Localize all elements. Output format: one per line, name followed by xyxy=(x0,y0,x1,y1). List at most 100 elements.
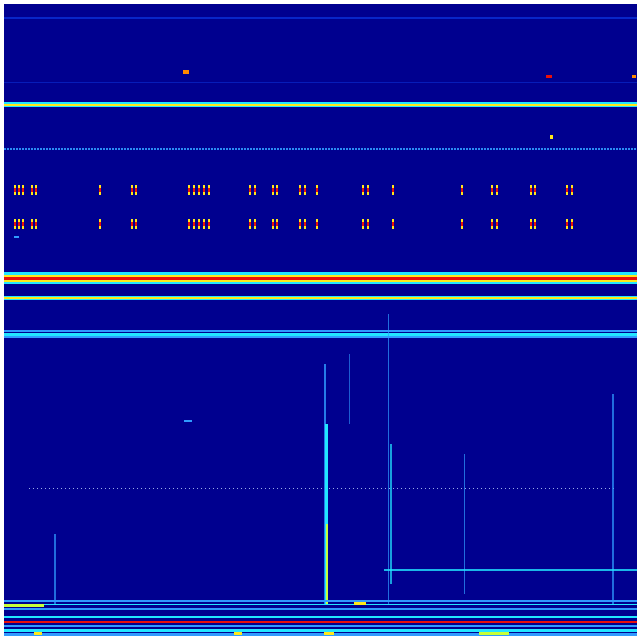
dotted-trace-segment xyxy=(197,488,198,489)
dotted-trace-segment xyxy=(521,488,522,489)
band-dotted-segment xyxy=(430,148,432,150)
band-thick-yellow-lower xyxy=(4,280,637,282)
dotted-trace-segment xyxy=(445,488,446,489)
signal-burst-core xyxy=(208,188,210,192)
band-dotted-segment xyxy=(370,148,372,150)
dotted-trace-segment xyxy=(145,488,146,489)
band-light-blue-lower xyxy=(4,336,637,338)
band-dotted-segment xyxy=(328,148,330,150)
band-dotted-segment xyxy=(367,148,369,150)
band-dotted-segment xyxy=(595,148,597,150)
band-dotted-segment xyxy=(523,148,525,150)
band-dotted-segment xyxy=(307,148,309,150)
band-dotted-segment xyxy=(283,148,285,150)
spectrogram-features xyxy=(4,17,637,636)
band-dotted-segment xyxy=(625,148,627,150)
signal-burst-core xyxy=(18,188,20,192)
band-dotted-segment xyxy=(76,148,78,150)
band-dotted-segment xyxy=(238,148,240,150)
dotted-trace-segment xyxy=(333,488,334,489)
band-dotted-segment xyxy=(550,148,552,150)
dotted-trace-segment xyxy=(561,488,562,489)
band-dotted-segment xyxy=(349,148,351,150)
dotted-trace-segment xyxy=(597,488,598,489)
band-dotted-segment xyxy=(298,148,300,150)
dotted-trace-segment xyxy=(141,488,142,489)
band-faint xyxy=(4,82,637,83)
dotted-trace-segment xyxy=(273,488,274,489)
band-dotted-segment xyxy=(169,148,171,150)
signal-burst-core xyxy=(131,222,133,226)
dotted-trace-segment xyxy=(593,488,594,489)
band-dotted-segment xyxy=(607,148,609,150)
vertical-streak xyxy=(464,454,465,594)
dotted-trace-segment xyxy=(109,488,110,489)
dotted-trace-segment xyxy=(277,488,278,489)
band-dotted-segment xyxy=(529,148,531,150)
band-dotted-segment xyxy=(214,148,216,150)
band-dotted-segment xyxy=(79,148,81,150)
signal-burst-core xyxy=(566,188,568,192)
band-dotted-segment xyxy=(205,148,207,150)
dotted-trace-segment xyxy=(93,488,94,489)
dotted-trace-segment xyxy=(161,488,162,489)
dotted-trace-segment xyxy=(117,488,118,489)
dotted-trace-segment xyxy=(369,488,370,489)
signal-speck xyxy=(184,420,192,422)
band-dotted-segment xyxy=(517,148,519,150)
dotted-trace-segment xyxy=(57,488,58,489)
signal-burst-core xyxy=(534,222,536,226)
band-dotted-segment xyxy=(73,148,75,150)
vertical-streak xyxy=(349,354,350,424)
dotted-trace-segment xyxy=(329,488,330,489)
band-dotted-segment xyxy=(376,148,378,150)
band-dotted-segment xyxy=(397,148,399,150)
dotted-trace-segment xyxy=(185,488,186,489)
dotted-trace-segment xyxy=(385,488,386,489)
vertical-streak xyxy=(390,444,392,584)
band-light-blue xyxy=(4,330,637,332)
dotted-trace-segment xyxy=(309,488,310,489)
dotted-trace-segment xyxy=(465,488,466,489)
band-dotted-segment xyxy=(427,148,429,150)
band-dotted-segment xyxy=(277,148,279,150)
band-dotted-segment xyxy=(439,148,441,150)
band-dotted-segment xyxy=(253,148,255,150)
dotted-trace-segment xyxy=(253,488,254,489)
band-dotted-segment xyxy=(292,148,294,150)
dotted-trace-segment xyxy=(41,488,42,489)
signal-burst-top xyxy=(632,75,636,78)
band-dotted-segment xyxy=(502,148,504,150)
dotted-trace-segment xyxy=(129,488,130,489)
dotted-trace-segment xyxy=(213,488,214,489)
dotted-trace-segment xyxy=(361,488,362,489)
band-dotted-segment xyxy=(250,148,252,150)
band-dotted-segment xyxy=(403,148,405,150)
band-dotted-segment xyxy=(337,148,339,150)
dotted-trace-segment xyxy=(441,488,442,489)
dotted-trace-segment xyxy=(157,488,158,489)
signal-burst-core xyxy=(530,222,532,226)
band-top-faint xyxy=(4,17,637,19)
band-dotted-segment xyxy=(541,148,543,150)
band-dotted-segment xyxy=(463,148,465,150)
signal-burst-core xyxy=(31,188,33,192)
band-dotted-segment xyxy=(505,148,507,150)
band-dotted-segment xyxy=(274,148,276,150)
dotted-trace-segment xyxy=(573,488,574,489)
band-dotted-segment xyxy=(406,148,408,150)
signal-burst-core xyxy=(35,222,37,226)
band-dotted-segment xyxy=(172,148,174,150)
bottom-speck xyxy=(34,632,42,635)
band-dotted-segment xyxy=(460,148,462,150)
signal-burst-core xyxy=(367,188,369,192)
band-dotted-segment xyxy=(448,148,450,150)
dotted-trace-segment xyxy=(301,488,302,489)
band-dotted-segment xyxy=(493,148,495,150)
band-dotted-segment xyxy=(634,148,636,150)
dotted-trace-segment xyxy=(381,488,382,489)
dotted-trace-segment xyxy=(481,488,482,489)
bottom-band xyxy=(4,604,637,605)
dotted-trace-segment xyxy=(505,488,506,489)
dotted-trace-segment xyxy=(29,488,30,489)
